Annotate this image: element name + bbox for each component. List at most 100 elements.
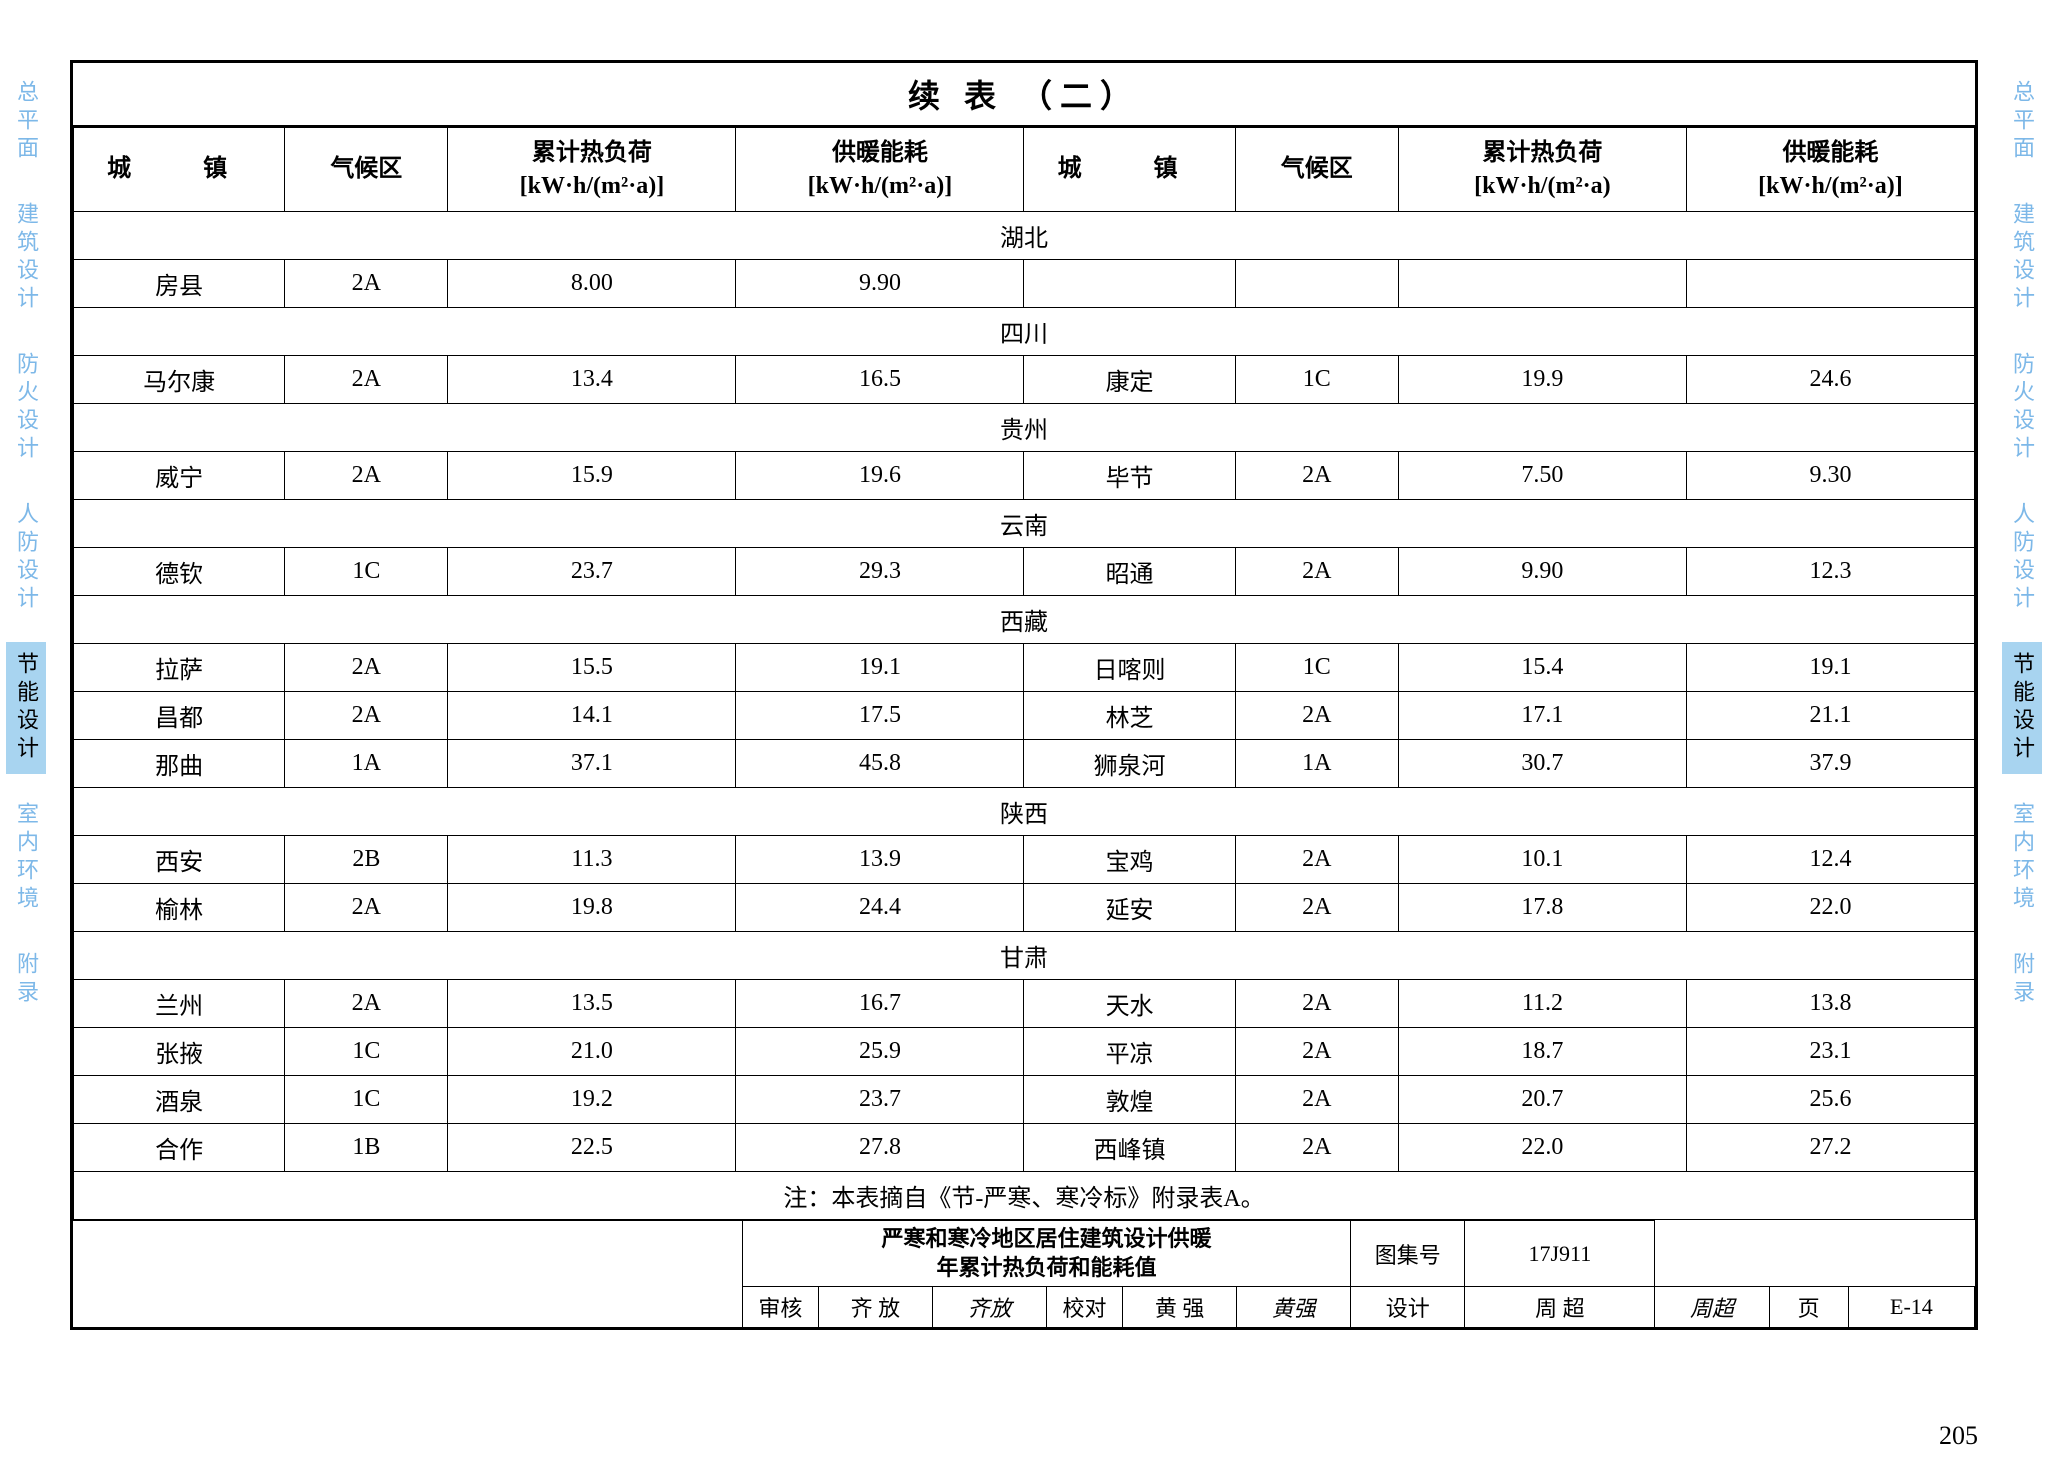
cell-c1: 房县 [74,260,285,308]
province-row: 四川 [74,308,1975,356]
cell-c1: 西安 [74,836,285,884]
hdr-load: 累计热负荷[kW·h/(m²·a)] [448,128,736,212]
cell-c2: 康定 [1024,356,1235,404]
cell-c2: 天水 [1024,980,1235,1028]
cell-l2: 17.1 [1398,692,1686,740]
left-side-tabs: 总平面建筑设计防火设计人防设计节能设计室内环境附录 [6,70,46,1018]
province-cell: 西藏 [74,596,1975,644]
cell-c2 [1024,260,1235,308]
cell-e2: 21.1 [1686,692,1974,740]
cell-c2: 平凉 [1024,1028,1235,1076]
cell-z2: 2A [1235,548,1398,596]
side-tab[interactable]: 总平面 [6,70,46,174]
cell-z1: 1C [285,1076,448,1124]
cell-e2: 19.1 [1686,644,1974,692]
side-tab[interactable]: 节能设计 [6,642,46,774]
side-tab[interactable]: 节能设计 [2002,642,2042,774]
side-tab[interactable]: 人防设计 [6,492,46,624]
cell-l2: 19.9 [1398,356,1686,404]
cell-c2: 宝鸡 [1024,836,1235,884]
cell-z1: 2A [285,644,448,692]
cell-z1: 2A [285,356,448,404]
lbl-ye: 页 [1769,1287,1848,1328]
cell-z2: 2A [1235,452,1398,500]
cell-e1: 23.7 [736,1076,1024,1124]
cell-e2 [1686,260,1974,308]
side-tab[interactable]: 防火设计 [6,342,46,474]
side-tab[interactable]: 建筑设计 [6,192,46,324]
province-cell: 贵州 [74,404,1975,452]
cell-e1: 13.9 [736,836,1024,884]
side-tab[interactable]: 室内环境 [2002,792,2042,924]
cell-z2: 1C [1235,644,1398,692]
lbl-jiaodui: 校对 [1047,1287,1123,1328]
cell-l2: 15.4 [1398,644,1686,692]
cell-z2: 2A [1235,692,1398,740]
cell-l2: 17.8 [1398,884,1686,932]
cell-z1: 2A [285,452,448,500]
province-cell: 陕西 [74,788,1975,836]
table-row: 酒泉1C19.223.7敦煌2A20.725.6 [74,1076,1975,1124]
side-tab[interactable]: 总平面 [2002,70,2042,174]
table-row: 昌都2A14.117.5林芝2A17.121.1 [74,692,1975,740]
cell-z1: 2A [285,980,448,1028]
cell-z1: 1C [285,1028,448,1076]
cell-c1: 兰州 [74,980,285,1028]
hdr-city2: 城 镇 [1024,128,1235,212]
cell-e1: 45.8 [736,740,1024,788]
side-tab[interactable]: 防火设计 [2002,342,2042,474]
table-row: 那曲1A37.145.8狮泉河1A30.737.9 [74,740,1975,788]
table-row: 拉萨2A15.519.1日喀则1C15.419.1 [74,644,1975,692]
side-tab[interactable]: 附录 [6,942,46,1018]
side-tab[interactable]: 附录 [2002,942,2042,1018]
cell-e1: 19.6 [736,452,1024,500]
table-row: 西安2B11.313.9宝鸡2A10.112.4 [74,836,1975,884]
table-row: 榆林2A19.824.4延安2A17.822.0 [74,884,1975,932]
cell-c2: 西峰镇 [1024,1124,1235,1172]
cell-l1: 8.00 [448,260,736,308]
province-cell: 湖北 [74,212,1975,260]
data-table: 城 镇 气候区 累计热负荷[kW·h/(m²·a)] 供暖能耗[kW·h/(m²… [73,127,1975,1220]
cell-e2: 22.0 [1686,884,1974,932]
table-row: 张掖1C21.025.9平凉2A18.723.1 [74,1028,1975,1076]
cell-z2 [1235,260,1398,308]
table-title: 续 表 （二） [73,63,1975,127]
cell-z1: 2A [285,260,448,308]
cell-e2: 12.4 [1686,836,1974,884]
cell-l1: 19.2 [448,1076,736,1124]
sig-sheji: 周超 [1655,1287,1769,1328]
cell-c2: 敦煌 [1024,1076,1235,1124]
cell-l1: 13.4 [448,356,736,404]
page-number: 205 [1939,1421,1978,1451]
cell-c1: 合作 [74,1124,285,1172]
cell-l2: 18.7 [1398,1028,1686,1076]
side-tab[interactable]: 室内环境 [6,792,46,924]
cell-l1: 37.1 [448,740,736,788]
cell-z2: 2A [1235,836,1398,884]
hdr-zone2: 气候区 [1235,128,1398,212]
cell-l2 [1398,260,1686,308]
side-tab[interactable]: 人防设计 [2002,492,2042,624]
cell-l1: 21.0 [448,1028,736,1076]
cell-l1: 14.1 [448,692,736,740]
name-sheji: 周 超 [1465,1287,1655,1328]
province-row: 贵州 [74,404,1975,452]
cell-l1: 22.5 [448,1124,736,1172]
cell-z2: 2A [1235,1076,1398,1124]
footer-title: 严寒和寒冷地区居住建筑设计供暖年累计热负荷和能耗值 [742,1221,1350,1287]
side-tab[interactable]: 建筑设计 [2002,192,2042,324]
cell-z2: 2A [1235,884,1398,932]
province-row: 甘肃 [74,932,1975,980]
cell-e2: 23.1 [1686,1028,1974,1076]
cell-c1: 酒泉 [74,1076,285,1124]
cell-e1: 16.5 [736,356,1024,404]
cell-c1: 张掖 [74,1028,285,1076]
province-cell: 云南 [74,500,1975,548]
cell-l1: 13.5 [448,980,736,1028]
cell-e2: 27.2 [1686,1124,1974,1172]
sig-shenhe: 齐放 [932,1287,1046,1328]
cell-l2: 10.1 [1398,836,1686,884]
cell-e1: 29.3 [736,548,1024,596]
cell-e1: 16.7 [736,980,1024,1028]
header-row: 城 镇 气候区 累计热负荷[kW·h/(m²·a)] 供暖能耗[kW·h/(m²… [74,128,1975,212]
